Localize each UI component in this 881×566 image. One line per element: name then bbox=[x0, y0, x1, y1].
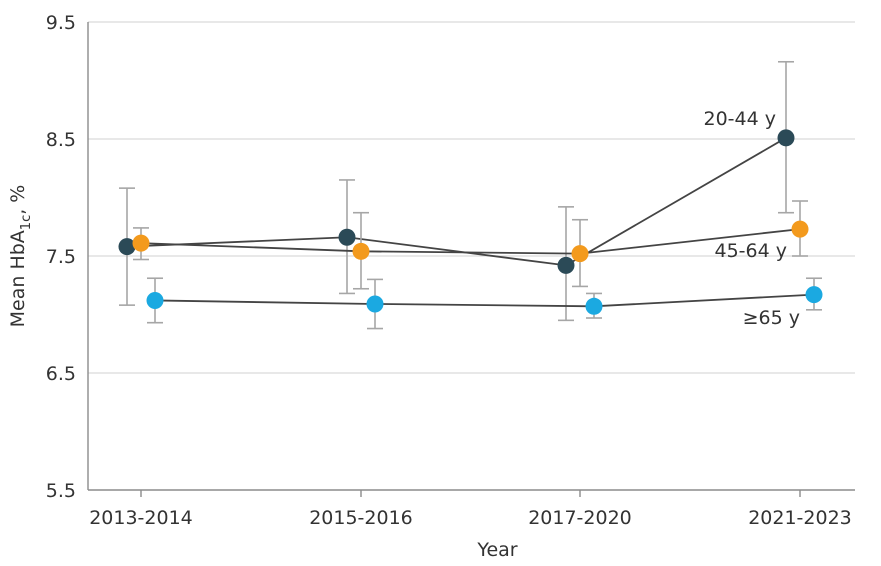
grid-layer bbox=[88, 21, 855, 374]
y-axis-title-subscript: 1c bbox=[19, 215, 34, 230]
series-label: ≥65 y bbox=[743, 307, 800, 329]
series-line bbox=[140, 228, 801, 255]
y-axis-title-main: Mean HbA bbox=[7, 230, 29, 327]
x-tick-labels: 2013-2014 2015-2016 2017-2020 2021-2023 bbox=[89, 490, 852, 529]
y-tick-label: 5.5 bbox=[46, 480, 76, 502]
y-tick-labels: 5.5 6.5 7.5 8.5 9.5 bbox=[46, 12, 76, 502]
data-point bbox=[132, 234, 150, 252]
x-tick-label: 2015-2016 bbox=[309, 507, 413, 529]
series-labels: 20-44 y 45-64 y ≥65 y bbox=[704, 108, 801, 329]
y-tick-label: 6.5 bbox=[46, 363, 76, 385]
axis-layer bbox=[87, 22, 855, 491]
data-point bbox=[585, 297, 603, 315]
x-tick-label: 2021-2023 bbox=[748, 507, 852, 529]
series-label: 45-64 y bbox=[715, 240, 788, 262]
y-axis-title-suffix: , % bbox=[7, 185, 29, 215]
data-point bbox=[571, 245, 589, 263]
series-layer bbox=[118, 60, 823, 330]
data-point bbox=[557, 256, 575, 274]
y-tick-label: 7.5 bbox=[46, 246, 76, 268]
y-tick-label: 9.5 bbox=[46, 12, 76, 34]
series-3 bbox=[146, 277, 823, 330]
data-point bbox=[791, 220, 809, 238]
x-tick-label: 2013-2014 bbox=[89, 507, 193, 529]
series-1 bbox=[118, 60, 795, 322]
data-point bbox=[338, 228, 356, 246]
series-line bbox=[154, 293, 815, 308]
series-label: 20-44 y bbox=[704, 108, 777, 130]
series-line bbox=[126, 137, 787, 267]
y-tick-label: 8.5 bbox=[46, 129, 76, 151]
x-tick-label: 2017-2020 bbox=[528, 507, 632, 529]
y-axis-title: Mean HbA1c, % bbox=[7, 185, 34, 328]
data-point bbox=[118, 238, 136, 256]
data-point bbox=[366, 295, 384, 313]
data-point bbox=[805, 286, 823, 304]
data-point bbox=[777, 129, 795, 147]
x-axis-title: Year bbox=[476, 539, 517, 561]
data-point bbox=[352, 242, 370, 260]
data-point bbox=[146, 291, 164, 309]
series-2 bbox=[132, 200, 809, 290]
